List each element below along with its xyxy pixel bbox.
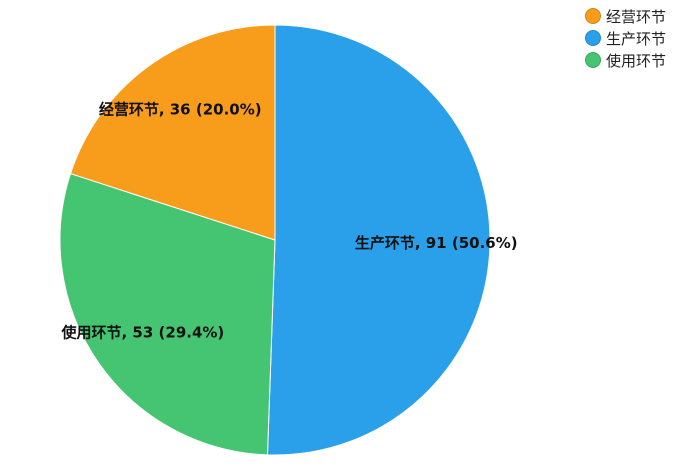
legend: 经营环节 生产环节 使用环节: [585, 5, 666, 71]
legend-swatch: [585, 8, 601, 24]
pie-slice[interactable]: [266, 24, 491, 456]
pie-slice[interactable]: [69, 24, 276, 241]
slice-data-label: 生产环节, 91 (50.6%): [355, 234, 518, 252]
slice-data-label: 经营环节, 36 (20.0%): [99, 101, 262, 119]
pie-slice[interactable]: [59, 172, 276, 456]
legend-item-operation[interactable]: 经营环节: [585, 5, 666, 27]
legend-item-usage[interactable]: 使用环节: [585, 49, 666, 71]
legend-label: 生产环节: [606, 29, 667, 48]
legend-item-production[interactable]: 生产环节: [585, 27, 666, 49]
legend-label: 经营环节: [606, 7, 667, 26]
legend-label: 使用环节: [606, 51, 667, 70]
slice-data-label: 使用环节, 53 (29.4%): [61, 323, 225, 341]
legend-swatch: [585, 30, 601, 46]
legend-swatch: [585, 52, 601, 68]
